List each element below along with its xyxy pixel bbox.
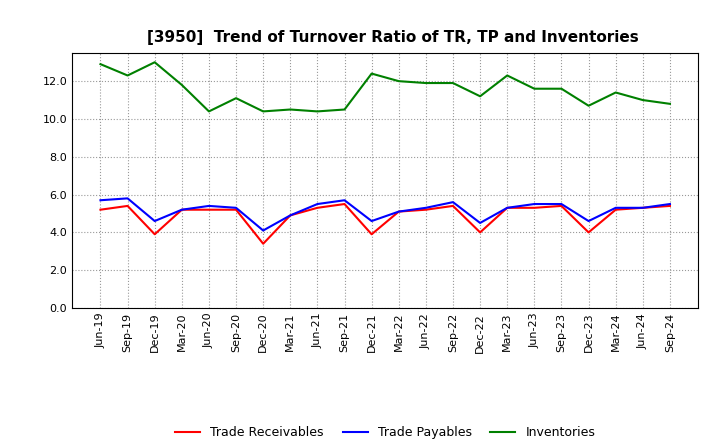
Inventories [150,59,159,65]
Trade Payables [665,202,674,207]
Trade Receivables [150,231,159,237]
Inventories [639,97,647,103]
Trade Receivables [178,207,186,213]
Trade Payables [476,220,485,226]
Trade Payables [286,213,294,218]
Legend: Trade Receivables, Trade Payables, Inventories: Trade Receivables, Trade Payables, Inven… [170,422,600,440]
Trade Receivables [639,205,647,210]
Inventories [665,101,674,106]
Trade Payables [395,209,403,214]
Inventories [367,71,376,76]
Inventories [449,81,457,86]
Trade Payables [150,218,159,224]
Inventories [123,73,132,78]
Inventories [584,103,593,108]
Trade Receivables [557,203,566,209]
Inventories [286,107,294,112]
Trade Receivables [341,202,349,207]
Trade Payables [341,198,349,203]
Line: Inventories: Inventories [101,62,670,111]
Trade Receivables [286,213,294,218]
Trade Payables [639,205,647,210]
Trade Payables [232,205,240,210]
Trade Payables [584,218,593,224]
Trade Payables [313,202,322,207]
Trade Payables [449,199,457,205]
Text: [3950]  Trend of Turnover Ratio of TR, TP and Inventories: [3950] Trend of Turnover Ratio of TR, TP… [147,29,639,45]
Inventories [421,81,430,86]
Trade Receivables [232,207,240,213]
Trade Payables [178,207,186,213]
Inventories [259,109,268,114]
Trade Payables [259,228,268,233]
Trade Payables [204,203,213,209]
Inventories [530,86,539,92]
Trade Receivables [476,230,485,235]
Trade Receivables [584,230,593,235]
Trade Receivables [367,231,376,237]
Trade Payables [557,202,566,207]
Trade Payables [530,202,539,207]
Inventories [557,86,566,92]
Trade Receivables [421,207,430,213]
Inventories [96,62,105,67]
Trade Receivables [395,209,403,214]
Trade Receivables [611,207,620,213]
Trade Payables [123,196,132,201]
Inventories [611,90,620,95]
Trade Receivables [313,205,322,210]
Trade Receivables [503,205,511,210]
Trade Payables [421,205,430,210]
Trade Receivables [204,207,213,213]
Trade Payables [503,205,511,210]
Inventories [341,107,349,112]
Inventories [232,95,240,101]
Line: Trade Payables: Trade Payables [101,198,670,231]
Line: Trade Receivables: Trade Receivables [101,204,670,244]
Inventories [313,109,322,114]
Trade Receivables [530,205,539,210]
Trade Receivables [123,203,132,209]
Trade Receivables [449,203,457,209]
Trade Receivables [96,207,105,213]
Inventories [503,73,511,78]
Inventories [178,82,186,88]
Trade Payables [611,205,620,210]
Trade Payables [367,218,376,224]
Trade Payables [96,198,105,203]
Trade Receivables [259,241,268,246]
Trade Receivables [665,203,674,209]
Inventories [204,109,213,114]
Inventories [476,94,485,99]
Inventories [395,78,403,84]
